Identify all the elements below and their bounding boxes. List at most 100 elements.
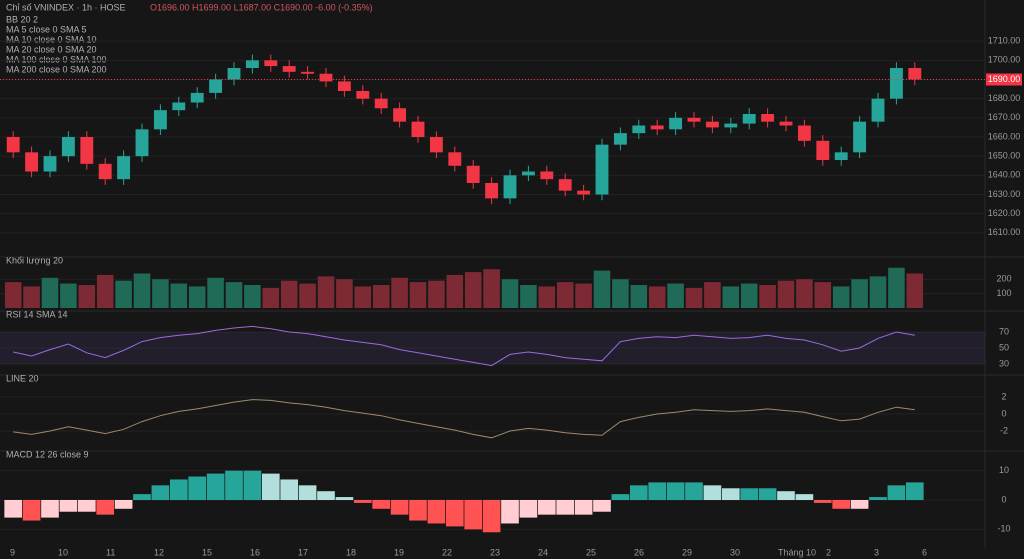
macd-bar [298, 485, 317, 500]
volume-bar [648, 286, 666, 308]
indicator-legend: MA 20 close 0 SMA 20 [6, 44, 97, 54]
macd-bar [758, 488, 777, 500]
volume-bar [280, 280, 298, 308]
last-price-tag [986, 73, 1022, 86]
volume-bar [428, 280, 445, 308]
time-label: 19 [394, 547, 404, 557]
y-tick-label: 50 [999, 342, 1009, 352]
volume-bar [60, 283, 77, 308]
volume-bar [372, 285, 390, 308]
candle-body [613, 133, 627, 145]
y-tick-label: 30 [999, 358, 1009, 368]
candle-body [172, 102, 186, 111]
candle-body [521, 171, 535, 176]
macd-bar [648, 482, 667, 500]
y-tick-label: 1660.00 [988, 131, 1021, 141]
y-tick-label: 200 [996, 274, 1011, 284]
candle-body [761, 114, 775, 122]
macd-bar [151, 485, 170, 500]
pane-title: LINE 20 [6, 373, 39, 383]
candle-body [282, 66, 296, 72]
time-label: 23 [490, 547, 500, 557]
y-tick-label: 1620.00 [988, 208, 1021, 218]
macd-bar [372, 500, 391, 509]
volume-bar [832, 286, 850, 308]
volume-bar [483, 269, 500, 308]
candle-body [816, 140, 830, 160]
y-tick-label: 0 [1001, 494, 1006, 504]
candle-body [135, 129, 149, 157]
candle-body [319, 73, 333, 82]
volume-bar [538, 286, 556, 308]
time-label: 24 [538, 547, 548, 557]
macd-bar [629, 485, 648, 500]
macd-bar [537, 500, 556, 515]
macd-bar [850, 500, 869, 509]
time-label: 18 [346, 547, 356, 557]
macd-bar [225, 470, 243, 500]
macd-bar [59, 500, 78, 512]
y-tick-label: -10 [997, 524, 1010, 534]
macd-bar [482, 500, 501, 533]
macd-bar [353, 500, 372, 503]
macd-bar [887, 485, 906, 500]
macd-bar [832, 500, 851, 509]
macd-bar [22, 500, 41, 521]
volume-bar [96, 274, 114, 308]
candle-body [577, 190, 591, 195]
macd-bar [280, 479, 299, 500]
macd-bar [740, 488, 759, 500]
volume-bar [777, 280, 795, 308]
volume-bar [888, 267, 905, 308]
candle-body [301, 71, 315, 74]
candle-body [245, 60, 259, 68]
volume-bar [722, 286, 740, 308]
volume-bar [225, 282, 243, 308]
candle-body [779, 121, 793, 126]
candle-body [25, 152, 39, 172]
macd-bar [685, 482, 703, 500]
candle-body [466, 165, 480, 183]
macd-bar [666, 482, 685, 500]
macd-bar [261, 473, 280, 500]
macd-bar [169, 479, 188, 500]
candle-body [448, 152, 462, 166]
candle-body [834, 152, 848, 160]
candle-body [889, 68, 903, 99]
pane-title: Khối lượng 20 [6, 255, 63, 265]
volume-bar [464, 272, 482, 308]
macd-bar [188, 476, 207, 500]
candle-body [264, 60, 278, 67]
volume-bar [133, 273, 151, 308]
macd-bar [114, 500, 133, 509]
indicator-legend: MA 5 close 0 SMA 5 [6, 24, 87, 34]
volume-bar [188, 286, 206, 308]
y-tick-label: 1680.00 [988, 93, 1021, 103]
indicator-line [13, 325, 915, 367]
macd-bar [777, 491, 795, 500]
candle-body [742, 114, 756, 124]
volume-bar [759, 285, 776, 308]
volume-bar [262, 287, 280, 308]
candle-body [724, 123, 738, 128]
time-label: 26 [634, 547, 644, 557]
macd-bar [409, 500, 427, 521]
volume-bar [501, 279, 519, 308]
macd-bar [206, 473, 225, 500]
indicator-legend: MA 100 close 0 SMA 100 [6, 54, 107, 64]
volume-bar [630, 285, 648, 308]
macd-bar [464, 500, 483, 530]
time-label: 16 [250, 547, 260, 557]
candle-body [558, 179, 572, 191]
indicator-legend: BB 20 2 [6, 14, 38, 24]
volume-bar [556, 282, 574, 308]
time-label: 22 [442, 547, 452, 557]
volume-bar [299, 283, 316, 308]
y-tick-label: 0 [1001, 408, 1006, 418]
candle-body [227, 68, 241, 80]
candle-body [393, 108, 407, 122]
candle-body [429, 137, 443, 153]
y-tick-label: -2 [1000, 425, 1008, 435]
volume-bar [520, 285, 537, 308]
